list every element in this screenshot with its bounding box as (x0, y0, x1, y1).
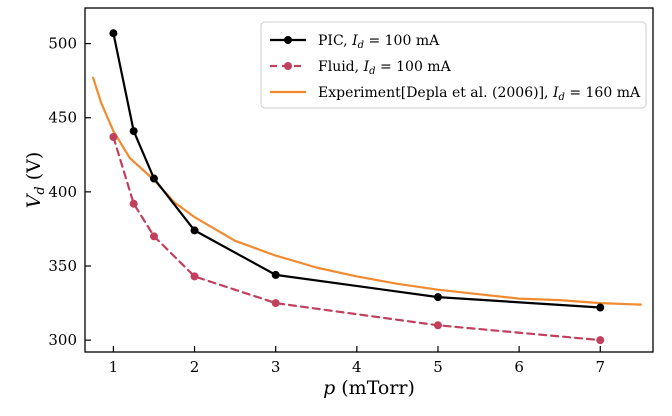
data-point (271, 270, 280, 279)
data-point (433, 293, 442, 302)
data-point (433, 321, 442, 330)
y-tick-label: 350 (48, 257, 77, 275)
y-tick-label: 400 (48, 183, 77, 201)
series-layer (91, 29, 642, 345)
series-line-1 (112, 135, 602, 342)
x-tick-label: 5 (433, 358, 443, 376)
legend-box (260, 21, 647, 109)
y-tick-label: 500 (48, 35, 77, 53)
data-point (149, 174, 158, 183)
data-point (129, 199, 138, 208)
x-axis-label: p (mTorr) (323, 377, 415, 399)
y-axis-label: Vd (V) (23, 152, 48, 209)
y-tick-label: 450 (48, 109, 77, 127)
x-tick-label: 1 (109, 358, 119, 376)
legend-label-0: PIC, Id = 100 mA (318, 33, 440, 51)
legend-label-1: Fluid, Id = 100 mA (318, 59, 452, 77)
data-point (596, 336, 605, 345)
data-point (109, 133, 118, 141)
y-ticks: 300 350 400 450 500 (48, 35, 91, 349)
y-tick-label: 300 (48, 331, 77, 349)
data-point (149, 232, 158, 241)
x-tick-label: 2 (190, 358, 200, 376)
data-point (129, 127, 138, 136)
legend-marker-1 (284, 62, 292, 70)
data-point (190, 272, 199, 281)
x-tick-label: 4 (352, 358, 362, 376)
data-point (190, 226, 199, 235)
data-point (271, 299, 280, 308)
plot-frame (84, 7, 654, 353)
series-line-2 (91, 76, 642, 306)
legend: PIC, Id = 100 mA Fluid, Id = 100 mA Experi… (260, 21, 647, 109)
legend-marker-0 (284, 36, 292, 44)
x-ticks: 1 2 3 4 5 6 7 (109, 346, 605, 376)
x-tick-label: 6 (514, 358, 524, 376)
x-tick-label: 3 (271, 358, 281, 376)
legend-label-2: Experiment[Depla et al. (2006)], Id = 16… (318, 85, 641, 103)
x-tick-label: 7 (595, 358, 605, 376)
data-point (596, 303, 605, 312)
data-point (109, 29, 118, 38)
